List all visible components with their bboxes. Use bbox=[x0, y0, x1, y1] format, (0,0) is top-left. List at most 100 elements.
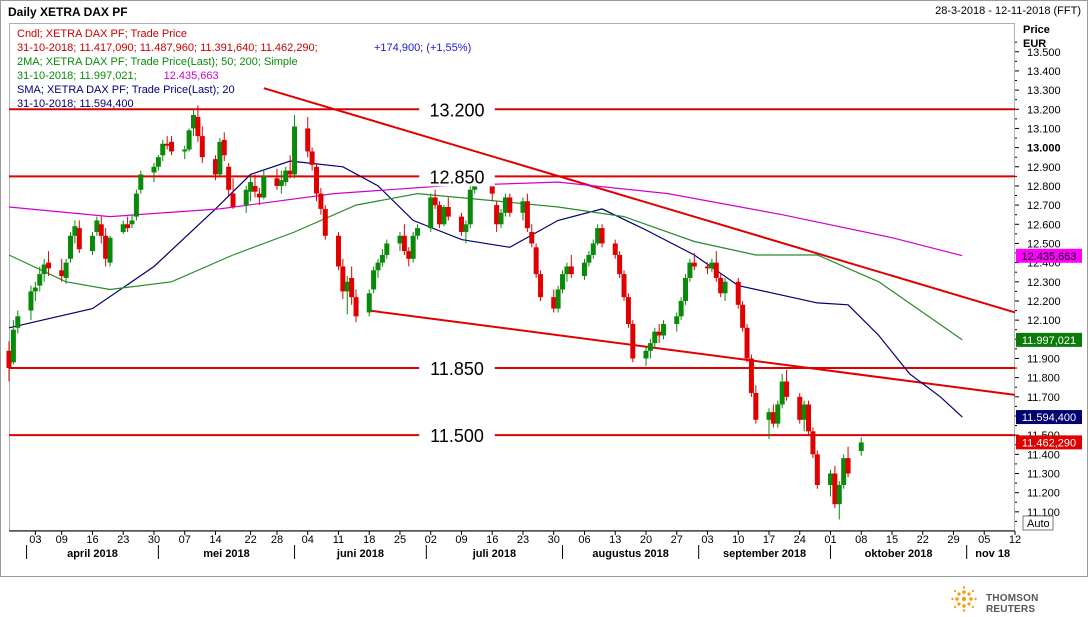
legend-line-candle-change: +174,900; (+1,55%) bbox=[374, 42, 471, 54]
level-label-bg-0 bbox=[419, 99, 495, 120]
candle bbox=[656, 323, 662, 344]
candle bbox=[371, 266, 377, 294]
candle-body bbox=[371, 270, 377, 290]
candle bbox=[63, 258, 69, 284]
y-tick-label: 12.300 bbox=[1027, 277, 1061, 289]
candle bbox=[647, 339, 653, 359]
reuters-dots-icon bbox=[951, 586, 977, 612]
candle bbox=[678, 297, 684, 321]
candle-body bbox=[590, 243, 596, 255]
candle-body bbox=[397, 235, 403, 244]
candle bbox=[625, 293, 631, 328]
candle bbox=[595, 224, 601, 246]
candle-body bbox=[151, 166, 157, 173]
legend-line-candle-values: 31-10-2018; 11.417,090; 11.487,960; 11.3… bbox=[17, 42, 318, 54]
candle bbox=[810, 427, 816, 459]
legend-line-2ma: 2MA; XETRA DAX PF; Trade Price(Last); 50… bbox=[17, 56, 298, 68]
candle-body bbox=[621, 274, 627, 298]
candle-body bbox=[581, 262, 587, 277]
candle-body bbox=[138, 174, 144, 190]
candle-body bbox=[858, 442, 864, 452]
candle bbox=[709, 258, 715, 273]
month-label: april 2018 bbox=[67, 548, 118, 560]
candle bbox=[37, 266, 43, 292]
month-label: juli 2018 bbox=[472, 548, 516, 560]
candle-body bbox=[68, 235, 74, 259]
y-tick-label: 11.700 bbox=[1027, 392, 1060, 404]
candle bbox=[551, 289, 557, 313]
candle bbox=[397, 231, 403, 252]
candle bbox=[612, 239, 618, 259]
candle bbox=[261, 170, 267, 200]
x-tick-label: 22 bbox=[244, 534, 256, 546]
candle-body bbox=[318, 193, 324, 209]
candle-body bbox=[164, 143, 170, 146]
candle bbox=[502, 193, 508, 217]
candle bbox=[437, 201, 443, 229]
candle-body bbox=[652, 331, 658, 344]
candle bbox=[687, 258, 693, 282]
y-tick-label: 12.900 bbox=[1027, 162, 1061, 174]
candle-body bbox=[195, 116, 201, 137]
candle bbox=[103, 228, 109, 267]
candlestick-chart[interactable]: 13.200 12.850 11.850 11.500 Cndl; XETRA DAX… bbox=[1, 1, 1088, 578]
candle bbox=[766, 408, 772, 439]
candle bbox=[494, 201, 500, 232]
horizontal-levels bbox=[9, 108, 1015, 437]
candle-body bbox=[248, 182, 254, 192]
candle bbox=[28, 285, 34, 321]
x-tick-label: 20 bbox=[640, 534, 652, 546]
level-labels: 13.200 12.850 11.850 11.500 bbox=[419, 99, 495, 446]
candle bbox=[467, 185, 473, 229]
x-tick-label: 16 bbox=[486, 534, 498, 546]
y-tick-label: 13.100 bbox=[1027, 123, 1061, 135]
candle bbox=[94, 216, 100, 236]
x-tick-label: 05 bbox=[978, 534, 990, 546]
candle-body bbox=[836, 484, 842, 505]
candle-body bbox=[595, 228, 601, 244]
candle-body bbox=[841, 458, 847, 485]
candle bbox=[15, 310, 21, 334]
y-axis-title: Price bbox=[1023, 24, 1050, 36]
candle-body bbox=[533, 247, 539, 275]
candle bbox=[252, 174, 258, 198]
month-label: juni 2018 bbox=[336, 548, 384, 560]
candle-body bbox=[103, 235, 109, 259]
candle-body bbox=[775, 404, 781, 424]
y-tick-label: 11.900 bbox=[1027, 353, 1060, 365]
candle-body bbox=[278, 180, 284, 186]
candle bbox=[599, 224, 605, 248]
level-label-bg-3 bbox=[419, 425, 495, 446]
candle-body bbox=[740, 304, 746, 328]
level-label-bg-2 bbox=[419, 358, 495, 379]
candle bbox=[836, 481, 842, 520]
candle-body bbox=[494, 205, 500, 225]
candle bbox=[458, 212, 464, 236]
ma-line-sma20 bbox=[8, 160, 963, 418]
level-label-0: 13.200 bbox=[429, 100, 484, 120]
candle bbox=[441, 205, 447, 227]
candle bbox=[322, 205, 328, 240]
candle-body bbox=[691, 262, 697, 267]
candle bbox=[32, 281, 38, 301]
candle-body bbox=[107, 237, 113, 263]
candle-body bbox=[718, 277, 724, 294]
candle-body bbox=[186, 130, 192, 150]
last-value-badge-candles bbox=[1016, 435, 1082, 450]
x-tick-label: 27 bbox=[671, 534, 683, 546]
candle-body bbox=[217, 141, 223, 175]
candle-body bbox=[625, 297, 631, 324]
candle bbox=[274, 168, 280, 190]
candle-body bbox=[252, 185, 258, 192]
candle-body bbox=[656, 331, 662, 336]
trend-lines bbox=[263, 87, 1016, 396]
candle-body bbox=[72, 226, 78, 236]
candle-body bbox=[340, 266, 346, 292]
candle-body bbox=[814, 454, 820, 485]
candle-body bbox=[428, 197, 434, 229]
candle bbox=[415, 224, 421, 240]
candle bbox=[314, 162, 320, 202]
plot-area[interactable] bbox=[9, 23, 1015, 531]
candle-body bbox=[586, 254, 592, 263]
y-tick-label: 12.800 bbox=[1027, 181, 1061, 193]
